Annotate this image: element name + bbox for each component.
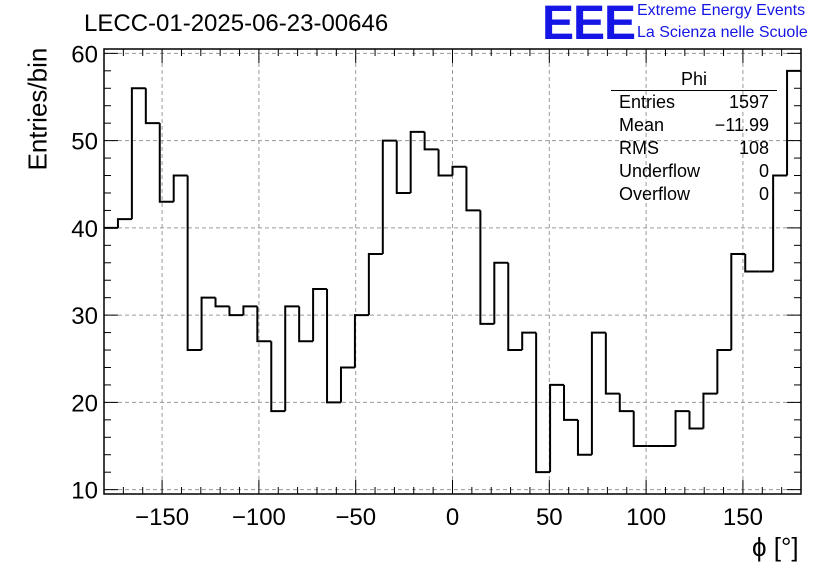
histogram-bar bbox=[521, 331, 537, 351]
histogram-bar bbox=[590, 331, 606, 455]
x-tick-label: −150 bbox=[135, 504, 189, 531]
stats-row-mean: Mean −11.99 bbox=[611, 114, 777, 137]
histogram-bar bbox=[674, 410, 690, 447]
histogram-bar bbox=[214, 297, 230, 308]
y-axis-label: Entries/bin bbox=[22, 47, 53, 171]
x-tick-label: 150 bbox=[723, 504, 763, 531]
y-tick-label: 30 bbox=[71, 303, 98, 330]
histogram-bar bbox=[632, 411, 648, 448]
histogram-bar bbox=[730, 253, 746, 351]
histogram-bar bbox=[353, 314, 369, 368]
histogram-bar bbox=[688, 411, 704, 430]
histogram-bar bbox=[493, 261, 509, 324]
histogram-bar bbox=[130, 87, 146, 220]
x-tick-label: 0 bbox=[446, 504, 459, 531]
histogram-bar bbox=[604, 332, 620, 395]
histogram-bar bbox=[186, 175, 202, 352]
stats-label: Mean bbox=[619, 115, 665, 135]
x-axis-label: ϕ [°] bbox=[752, 532, 799, 562]
histogram-bar bbox=[576, 419, 592, 456]
histogram-bar bbox=[367, 253, 383, 316]
stats-value: −11.99 bbox=[714, 115, 769, 135]
y-tick-label: 60 bbox=[71, 41, 98, 68]
histogram-bar bbox=[563, 384, 578, 421]
histogram-bar bbox=[326, 288, 341, 404]
histogram-bar bbox=[451, 165, 467, 176]
histogram-bar bbox=[549, 383, 565, 473]
histogram-bar bbox=[284, 305, 300, 412]
histogram-bar bbox=[228, 306, 244, 317]
stats-row-rms: RMS 108 bbox=[611, 137, 777, 160]
histogram-bar bbox=[772, 174, 788, 272]
histogram-bar bbox=[465, 166, 481, 212]
tick-labels: −150 −100 −50 0 50 100 150 10 20 30 40 50 60 bbox=[71, 41, 763, 531]
histogram-bar bbox=[479, 210, 495, 325]
stats-label: Entries bbox=[619, 92, 676, 112]
x-tick-label: 100 bbox=[626, 504, 666, 531]
x-tick-label: −100 bbox=[232, 504, 286, 531]
histogram-bar bbox=[270, 341, 286, 413]
histogram-bar bbox=[298, 306, 314, 343]
histogram-bar bbox=[339, 366, 355, 403]
stats-value: 0 bbox=[758, 161, 769, 181]
histogram-bar bbox=[409, 130, 425, 193]
y-tick-label: 50 bbox=[71, 129, 98, 156]
y-tick-label: 40 bbox=[71, 216, 98, 243]
histogram-bar bbox=[158, 123, 174, 203]
logo-line-1: Extreme Energy Events bbox=[637, 2, 806, 19]
chart-title: LECC-01-2025-06-23-00646 bbox=[84, 10, 389, 37]
histogram-bar bbox=[116, 218, 132, 228]
stats-title: Phi bbox=[611, 68, 777, 91]
histogram-bar bbox=[242, 305, 258, 316]
histogram-bar bbox=[200, 296, 216, 351]
histogram-bar bbox=[507, 262, 523, 352]
histogram-bar bbox=[618, 393, 634, 413]
x-tick-label: 50 bbox=[536, 504, 563, 531]
histogram-bar bbox=[172, 174, 188, 202]
histogram-bar bbox=[381, 139, 397, 255]
stats-value: 0 bbox=[758, 184, 769, 204]
histogram-bar bbox=[744, 254, 760, 273]
logo-line-2: La Scienza nelle Scuole bbox=[637, 24, 808, 41]
stats-value: 1597 bbox=[728, 92, 769, 112]
stats-value: 108 bbox=[738, 138, 769, 158]
x-tick-label: −50 bbox=[335, 504, 376, 531]
histogram-bar bbox=[256, 306, 272, 343]
histogram-bar bbox=[144, 88, 160, 125]
histogram-bar bbox=[395, 140, 411, 194]
histogram-bar bbox=[702, 392, 718, 429]
stats-row-overflow: Overflow 0 bbox=[611, 183, 777, 206]
y-tick-label: 10 bbox=[71, 478, 98, 505]
histogram-bars bbox=[104, 69, 801, 474]
stats-row-underflow: Underflow 0 bbox=[611, 160, 777, 183]
y-tick-label: 20 bbox=[71, 390, 98, 417]
eee-logo: EEE bbox=[542, 0, 636, 50]
stats-label: Overflow bbox=[619, 184, 691, 204]
histogram-bar bbox=[535, 332, 551, 474]
stats-row-entries: Entries 1597 bbox=[611, 91, 777, 114]
stats-label: RMS bbox=[619, 138, 659, 158]
histogram-bar bbox=[423, 131, 439, 151]
histogram-bar bbox=[716, 349, 732, 394]
axis-ticks bbox=[103, 49, 802, 494]
stats-label: Underflow bbox=[619, 161, 701, 181]
histogram-bar bbox=[437, 149, 453, 177]
histogram-bar bbox=[312, 287, 328, 342]
stats-box: Phi Entries 1597 Mean −11.99 RMS 108 Und… bbox=[611, 68, 777, 206]
